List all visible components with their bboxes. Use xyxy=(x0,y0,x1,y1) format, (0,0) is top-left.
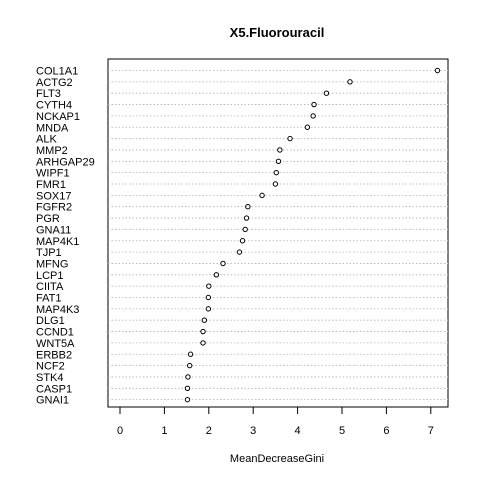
data-point xyxy=(273,169,279,176)
data-point xyxy=(236,249,243,255)
data-point xyxy=(275,158,282,165)
data-point xyxy=(239,238,246,244)
data-point xyxy=(287,135,293,142)
row-label: COL1A1 xyxy=(36,66,78,78)
data-point xyxy=(323,90,330,96)
plot-frame xyxy=(107,58,449,408)
row-label: FLT3 xyxy=(36,88,61,100)
row-label: GNAI1 xyxy=(36,395,69,407)
row-label: MNDA xyxy=(36,122,69,134)
data-points xyxy=(184,67,441,403)
row-label: SOX17 xyxy=(36,190,71,202)
row-label: DLG1 xyxy=(36,315,65,327)
data-point xyxy=(220,260,226,267)
x-axis: 0 1 2 3 4 5 6 7 xyxy=(117,406,434,437)
x-tick-label: 7 xyxy=(428,425,434,437)
row-label: CYTH4 xyxy=(36,100,72,112)
grid-lines xyxy=(108,70,448,401)
data-point xyxy=(184,385,191,391)
data-point xyxy=(311,101,317,108)
x-tick-label: 4 xyxy=(295,425,301,437)
row-label: MAP4K3 xyxy=(36,304,79,316)
row-label: CCND1 xyxy=(36,327,74,339)
row-label: LCP1 xyxy=(36,270,64,282)
row-label: NCF2 xyxy=(36,361,65,373)
data-point xyxy=(201,317,208,323)
x-axis-label: MeanDecreaseGini xyxy=(230,453,324,465)
data-point xyxy=(277,147,283,153)
row-label: MAP4K1 xyxy=(36,236,79,248)
row-label: CIITA xyxy=(36,281,64,293)
row-label: CASP1 xyxy=(36,383,72,395)
x-tick-label: 5 xyxy=(339,425,345,437)
x-tick-label: 2 xyxy=(206,425,212,437)
data-point xyxy=(243,215,250,221)
chart-title: X5.Fluorouracil xyxy=(230,25,325,40)
row-label: FGFR2 xyxy=(36,202,72,214)
data-point xyxy=(205,294,212,301)
x-tick-label: 6 xyxy=(383,425,389,437)
data-point xyxy=(200,328,206,335)
data-point xyxy=(205,306,212,312)
x-tick-label: 3 xyxy=(250,425,256,437)
x-tick-label: 1 xyxy=(161,425,167,437)
data-point xyxy=(200,340,206,346)
row-label: ERBB2 xyxy=(36,349,72,361)
row-label: GNA11 xyxy=(36,224,71,236)
row-label: MFNG xyxy=(36,258,68,270)
data-point xyxy=(259,192,265,199)
row-label: ALK xyxy=(36,134,57,146)
data-point xyxy=(187,362,193,369)
data-point xyxy=(187,351,194,357)
row-label: PGR xyxy=(36,213,60,225)
row-label: ARHGAP29 xyxy=(36,156,95,168)
data-point xyxy=(304,124,311,130)
data-point xyxy=(347,79,353,85)
data-point xyxy=(245,204,251,210)
data-point xyxy=(242,226,248,233)
row-label: MMP2 xyxy=(36,145,68,157)
data-point xyxy=(434,67,441,74)
row-label: WNT5A xyxy=(36,338,75,350)
row-label: NCKAP1 xyxy=(36,111,80,123)
data-point xyxy=(213,272,220,278)
row-label: TJP1 xyxy=(36,247,62,259)
row-label: WIPF1 xyxy=(36,168,70,180)
row-label: FMR1 xyxy=(36,179,66,191)
data-point xyxy=(272,181,279,187)
row-label: STK4 xyxy=(36,372,64,384)
data-point xyxy=(185,374,191,380)
row-label: FAT1 xyxy=(36,293,61,305)
row-label: ACTG2 xyxy=(36,77,73,89)
x-tick-label: 0 xyxy=(117,425,123,437)
data-point xyxy=(206,283,212,289)
data-point xyxy=(310,113,316,119)
row-labels: COL1A1ACTG2FLT3CYTH4NCKAP1MNDAALKMMP2ARH… xyxy=(36,66,95,407)
data-point xyxy=(184,396,191,403)
